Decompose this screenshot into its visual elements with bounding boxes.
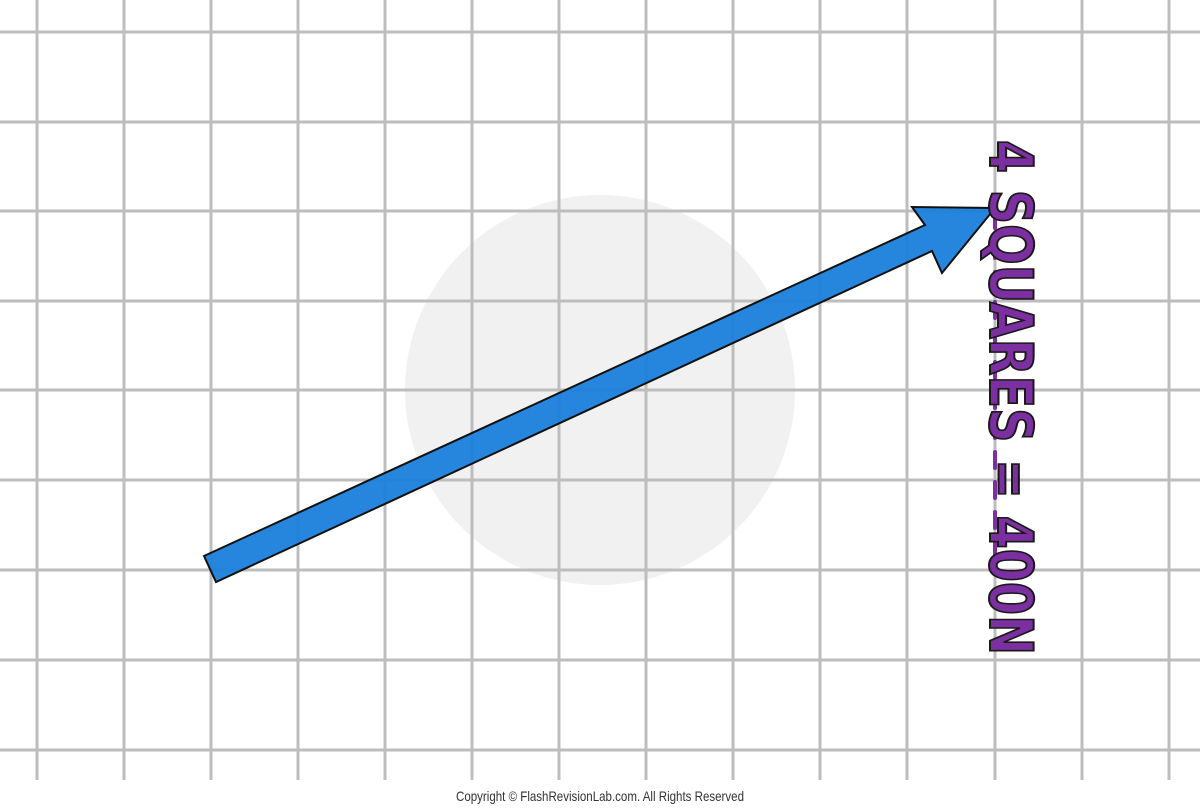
- grid: [0, 0, 1200, 780]
- component-label: 4 SQUARES = 400N: [975, 140, 1045, 655]
- copyright: Copyright © FlashRevisionLab.com. All Ri…: [456, 788, 744, 804]
- force-arrow: [202, 205, 998, 584]
